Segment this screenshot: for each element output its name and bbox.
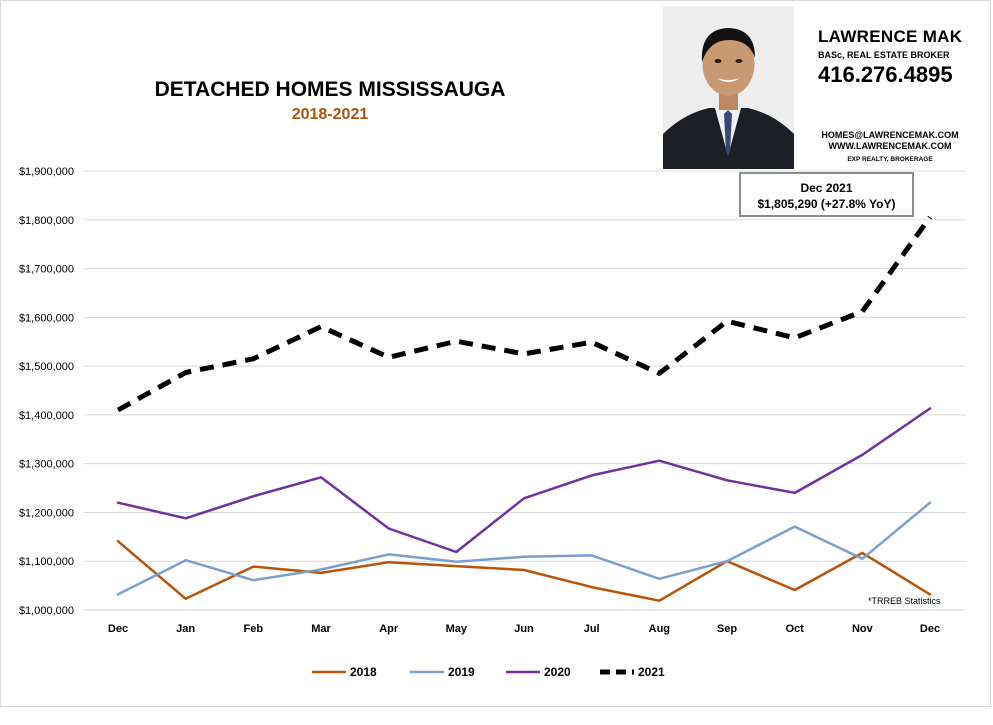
y-tick-label: $1,000,000 [19,605,74,617]
series-line-2021 [116,215,933,413]
y-tick-label: $1,700,000 [19,264,74,276]
callout-date: Dec 2021 [800,181,853,195]
y-tick-label: $1,500,000 [19,361,74,373]
y-tick-label: $1,800,000 [19,215,74,227]
legend-label-2018: 2018 [350,665,377,679]
y-tick-label: $1,900,000 [19,166,74,178]
agent-brokerage: EXP REALTY, BROKERAGE [847,156,933,163]
agent-email: HOMES@LAWRENCEMAK.COM [821,130,959,140]
agent-photo [663,6,794,169]
x-tick-label: Mar [311,623,331,635]
x-tick-label: Jul [584,623,600,635]
x-tick-label: Apr [379,623,399,635]
series-line-2019 [116,501,932,596]
x-tick-label: Dec [920,623,940,635]
dec-2021-callout: Dec 2021 $1,805,290 (+27.8% YoY) [739,172,914,217]
y-tick-label: $1,400,000 [19,410,74,422]
x-tick-label: Sep [717,623,737,635]
x-tick-label: Nov [852,623,874,635]
y-tick-label: $1,100,000 [19,556,74,568]
y-tick-label: $1,200,000 [19,507,74,519]
series-line-2018 [116,539,932,602]
series-lines [116,215,933,602]
y-tick-label: $1,300,000 [19,459,74,471]
source-note: *TRREB Statistics [868,596,941,606]
x-tick-label: May [446,623,468,635]
callout-value: $1,805,290 (+27.8% YoY) [757,197,896,211]
agent-phone: 416.276.4895 [818,62,953,87]
x-tick-label: Jan [176,623,195,635]
legend-label-2019: 2019 [448,665,475,679]
y-tick-label: $1,600,000 [19,312,74,324]
gridlines [84,170,966,611]
legend: 2018 2019 2020 2021 [312,665,665,679]
chart-frame [0,0,991,707]
legend-label-2020: 2020 [544,665,571,679]
x-tick-label: Feb [244,623,264,635]
legend-label-2021: 2021 [638,665,665,679]
agent-name: LAWRENCE MAK [818,27,963,46]
agent-role: BASc, REAL ESTATE BROKER [818,50,950,60]
chart-title: DETACHED HOMES MISSISSAUGA [154,78,506,101]
x-axis-ticks: Dec Jan Feb Mar Apr May Jun Jul Aug Sep Oct Nov Dec [108,623,940,635]
x-tick-label: Jun [514,623,534,635]
y-axis-ticks: $1,000,000 $1,100,000 $1,200,000 $1,300,000… [19,166,74,617]
series-line-2020 [116,407,932,554]
x-tick-label: Aug [649,623,670,635]
x-tick-label: Dec [108,623,128,635]
x-tick-label: Oct [785,623,804,635]
chart-subtitle: 2018-2021 [291,106,369,123]
agent-website: WWW.LAWRENCEMAK.COM [828,141,952,151]
